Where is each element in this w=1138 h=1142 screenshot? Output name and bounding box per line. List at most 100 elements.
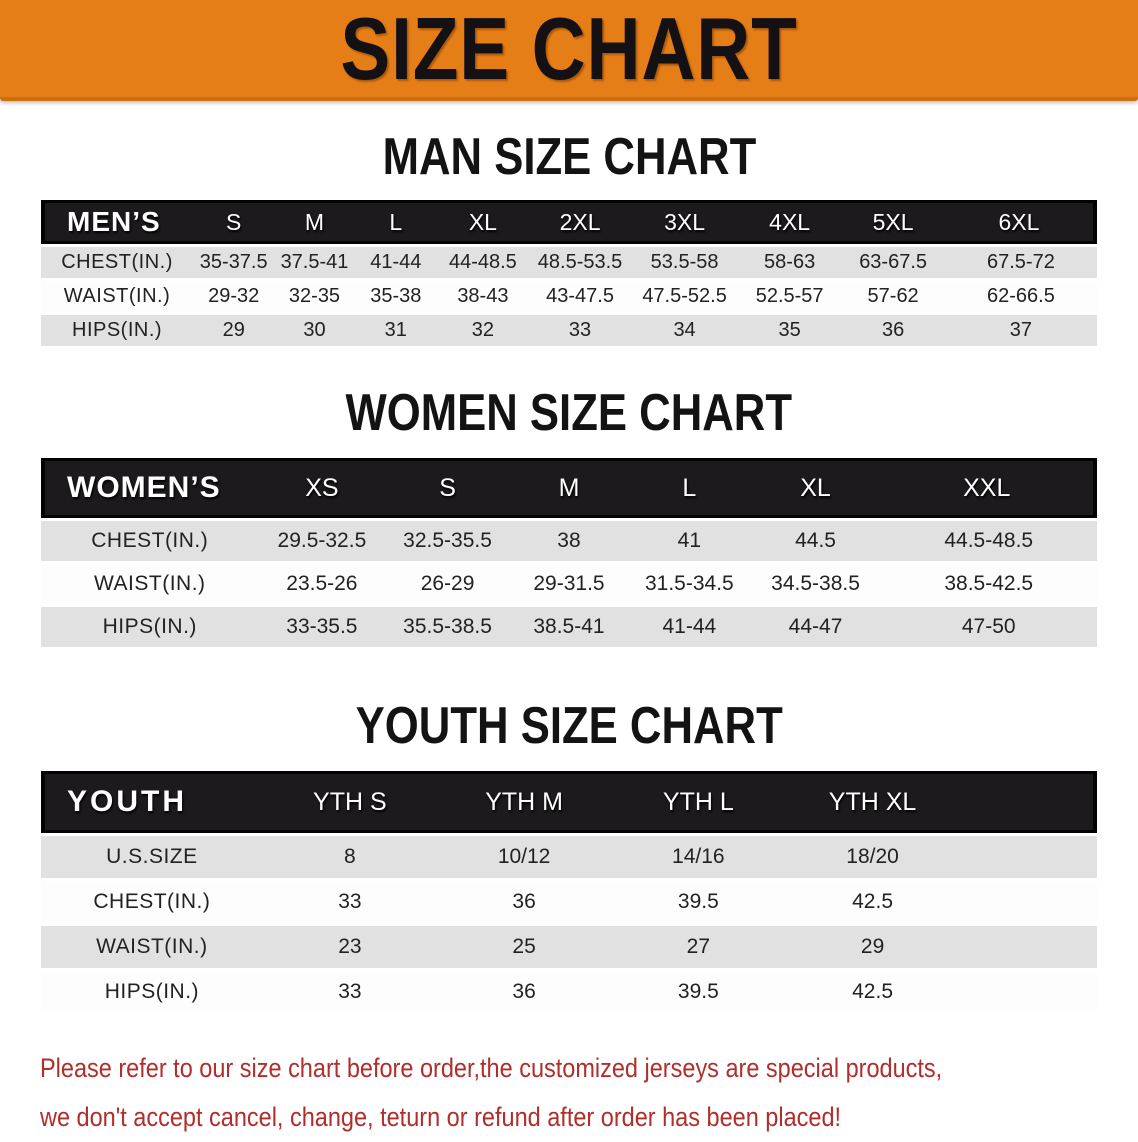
row-label: U.S.SIZE xyxy=(41,836,263,878)
women-waist-row: WAIST(IN.) 23.5-26 26-29 29-31.5 31.5-34… xyxy=(41,564,1097,604)
size-column-header: S xyxy=(385,458,510,518)
youth-size-table: YOUTH YTH S YTH M YTH L YTH XL U.S.SIZE … xyxy=(41,768,1097,1016)
youth-waist-row: WAIST(IN.) 23 25 27 29 xyxy=(41,926,1097,968)
size-value-cell: 30 xyxy=(274,315,355,346)
size-value-cell: 32-35 xyxy=(274,281,355,312)
row-label: CHEST(IN.) xyxy=(41,521,259,561)
size-value-cell: 32 xyxy=(436,315,529,346)
size-value-cell: 67.5-72 xyxy=(944,247,1097,278)
men-chest-row: CHEST(IN.) 35-37.5 37.5-41 41-44 44-48.5… xyxy=(41,247,1097,278)
size-value-cell: 34 xyxy=(631,315,738,346)
size-column-header: XL xyxy=(436,200,529,244)
size-value-cell: 35 xyxy=(737,315,842,346)
size-value-cell: 47.5-52.5 xyxy=(631,281,738,312)
size-value-cell: 39.5 xyxy=(611,881,786,923)
size-value-cell: 41-44 xyxy=(354,247,437,278)
size-value-cell: 35-38 xyxy=(354,281,437,312)
size-value-cell: 42.5 xyxy=(785,881,960,923)
row-label: WAIST(IN.) xyxy=(41,564,259,604)
size-value-cell: 18/20 xyxy=(785,836,960,878)
row-label: HIPS(IN.) xyxy=(41,971,263,1013)
size-column-header: 4XL xyxy=(737,200,842,244)
size-value-cell: 38.5-41 xyxy=(509,607,629,647)
men-section: MAN SIZE CHART MEN’S S M L XL 2XL 3XL 4X… xyxy=(0,101,1138,349)
youth-ussize-row: U.S.SIZE 8 10/12 14/16 18/20 xyxy=(41,836,1097,878)
size-column-header: S xyxy=(193,200,275,244)
row-label: WAIST(IN.) xyxy=(41,926,263,968)
size-value-cell: 44.5 xyxy=(750,521,881,561)
men-heading-text: MAN SIZE CHART xyxy=(382,128,756,186)
size-value-cell: 26-29 xyxy=(385,564,510,604)
size-value-cell: 44-47 xyxy=(750,607,881,647)
men-hips-row: HIPS(IN.) 29 30 31 32 33 34 35 36 37 xyxy=(41,315,1097,346)
size-value-cell: 38-43 xyxy=(436,281,529,312)
men-waist-row: WAIST(IN.) 29-32 32-35 35-38 38-43 43-47… xyxy=(41,281,1097,312)
size-column-header: YTH S xyxy=(262,771,437,833)
women-section: WOMEN SIZE CHART WOMEN’S XS S M L XL XXL xyxy=(0,349,1138,650)
size-value-cell: 57-62 xyxy=(841,281,945,312)
size-value-cell: 52.5-57 xyxy=(737,281,842,312)
size-column-header: YTH L xyxy=(611,771,786,833)
size-value-cell: 37.5-41 xyxy=(274,247,355,278)
size-value-cell: 32.5-35.5 xyxy=(385,521,510,561)
size-value-cell: 25 xyxy=(436,926,612,968)
size-value-cell: 29-32 xyxy=(193,281,275,312)
size-value-cell: 10/12 xyxy=(436,836,612,878)
size-value-cell: 43-47.5 xyxy=(528,281,632,312)
size-column-header: 5XL xyxy=(841,200,945,244)
size-value-cell: 23 xyxy=(262,926,437,968)
size-column-header: 2XL xyxy=(528,200,632,244)
spacer-cell xyxy=(959,881,1097,923)
size-value-cell: 53.5-58 xyxy=(631,247,738,278)
size-value-cell: 62-66.5 xyxy=(944,281,1097,312)
youth-section: YOUTH SIZE CHART YOUTH YTH S YTH M YTH L… xyxy=(0,650,1138,1016)
notice-line2: we don't accept cancel, change, teturn o… xyxy=(40,1102,842,1132)
women-header-row: WOMEN’S XS S M L XL XXL xyxy=(41,458,1097,518)
size-value-cell: 63-67.5 xyxy=(841,247,945,278)
size-value-cell: 41 xyxy=(628,521,751,561)
men-table-title: MEN’S xyxy=(41,200,194,244)
footer-notice: Please refer to our size chart before or… xyxy=(40,1044,1138,1142)
row-label: HIPS(IN.) xyxy=(41,315,194,346)
youth-heading: YOUTH SIZE CHART xyxy=(0,650,1138,768)
spacer-cell xyxy=(959,926,1097,968)
banner-title: SIZE CHART xyxy=(340,0,798,98)
youth-table-title: YOUTH xyxy=(41,771,263,833)
size-value-cell: 44-48.5 xyxy=(436,247,529,278)
size-value-cell: 33 xyxy=(262,971,437,1013)
youth-hips-row: HIPS(IN.) 33 36 39.5 42.5 xyxy=(41,971,1097,1013)
youth-header-row: YOUTH YTH S YTH M YTH L YTH XL xyxy=(41,771,1097,833)
row-label: HIPS(IN.) xyxy=(41,607,259,647)
men-heading: MAN SIZE CHART xyxy=(0,101,1138,197)
size-value-cell: 29 xyxy=(785,926,960,968)
youth-heading-text: YOUTH SIZE CHART xyxy=(355,697,783,755)
size-value-cell: 37 xyxy=(944,315,1097,346)
size-value-cell: 29.5-32.5 xyxy=(258,521,386,561)
women-heading: WOMEN SIZE CHART xyxy=(0,349,1138,455)
banner: SIZE CHART xyxy=(0,0,1138,101)
row-label: CHEST(IN.) xyxy=(41,881,263,923)
size-value-cell: 44.5-48.5 xyxy=(880,521,1097,561)
spacer-cell xyxy=(959,836,1097,878)
row-label: WAIST(IN.) xyxy=(41,281,194,312)
notice-line1: Please refer to our size chart before or… xyxy=(40,1053,943,1083)
size-column-header: YTH M xyxy=(436,771,612,833)
size-column-header: L xyxy=(354,200,437,244)
size-value-cell: 36 xyxy=(436,881,612,923)
size-value-cell: 29-31.5 xyxy=(509,564,629,604)
size-value-cell: 48.5-53.5 xyxy=(528,247,632,278)
men-header-row: MEN’S S M L XL 2XL 3XL 4XL 5XL 6XL xyxy=(41,200,1097,244)
size-column-header: M xyxy=(509,458,629,518)
size-value-cell: 47-50 xyxy=(880,607,1097,647)
size-value-cell: 42.5 xyxy=(785,971,960,1013)
size-value-cell: 39.5 xyxy=(611,971,786,1013)
size-value-cell: 36 xyxy=(436,971,612,1013)
size-column-header: 3XL xyxy=(631,200,738,244)
women-heading-text: WOMEN SIZE CHART xyxy=(345,384,793,442)
size-column-header: XXL xyxy=(880,458,1097,518)
size-value-cell: 33-35.5 xyxy=(258,607,386,647)
spacer-cell xyxy=(959,771,1097,833)
women-chest-row: CHEST(IN.) 29.5-32.5 32.5-35.5 38 41 44.… xyxy=(41,521,1097,561)
size-value-cell: 31.5-34.5 xyxy=(628,564,751,604)
